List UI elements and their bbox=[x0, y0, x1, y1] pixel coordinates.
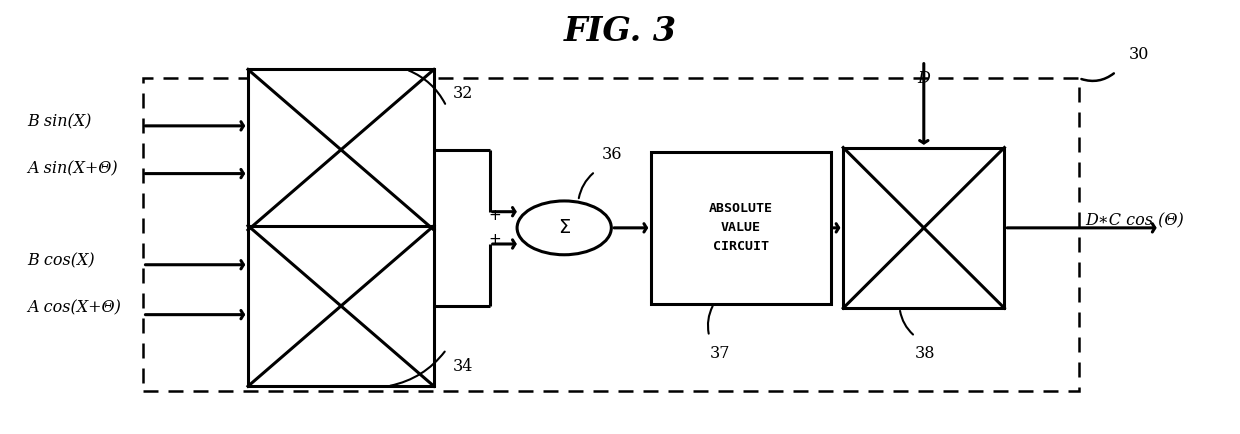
Text: 34: 34 bbox=[453, 358, 472, 375]
Text: B sin(X): B sin(X) bbox=[27, 113, 92, 130]
Bar bbox=[248, 226, 434, 386]
Text: ABSOLUTE
VALUE
CIRCUIT: ABSOLUTE VALUE CIRCUIT bbox=[709, 202, 773, 253]
Text: B cos(X): B cos(X) bbox=[27, 252, 95, 269]
Text: 36: 36 bbox=[601, 145, 622, 163]
Bar bbox=[651, 152, 831, 304]
Text: +: + bbox=[489, 233, 501, 247]
Text: D: D bbox=[918, 69, 930, 87]
Text: +: + bbox=[489, 208, 501, 223]
Text: FIG. 3: FIG. 3 bbox=[563, 15, 677, 48]
Text: $\Sigma$: $\Sigma$ bbox=[558, 219, 570, 237]
Text: 37: 37 bbox=[709, 345, 730, 362]
Bar bbox=[248, 69, 434, 230]
Text: 38: 38 bbox=[915, 345, 936, 362]
Text: 30: 30 bbox=[1128, 46, 1148, 63]
Text: 32: 32 bbox=[453, 85, 472, 102]
Ellipse shape bbox=[517, 201, 611, 255]
Text: A sin(X+Θ): A sin(X+Θ) bbox=[27, 161, 118, 178]
Text: A cos(X+Θ): A cos(X+Θ) bbox=[27, 299, 122, 317]
Bar bbox=[143, 78, 1079, 391]
Bar bbox=[843, 148, 1004, 308]
Text: D∗C cos (Θ): D∗C cos (Θ) bbox=[1085, 213, 1184, 230]
